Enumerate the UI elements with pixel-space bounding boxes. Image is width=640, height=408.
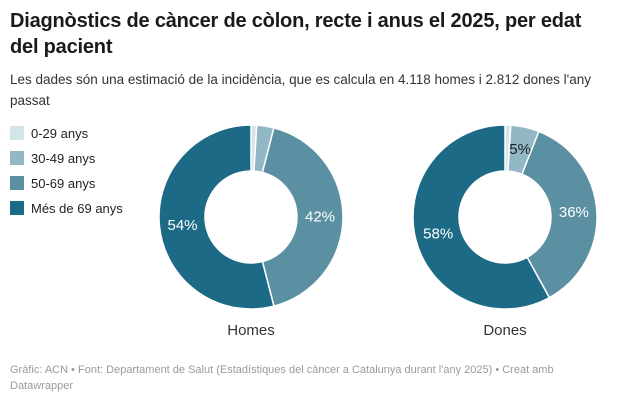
pie-slice-més-de-69-anys[interactable]	[158, 123, 275, 310]
legend-label: 30-49 anys	[31, 150, 96, 166]
donut-title-homes: Homes	[227, 321, 275, 339]
legend-label: Més de 69 anys	[31, 200, 123, 216]
legend: 0-29 anys 30-49 anys 50-69 anys Més de 69 a…	[10, 126, 123, 226]
slice-label: 42%	[305, 208, 335, 225]
legend-item: Més de 69 anys	[10, 201, 123, 216]
slice-label: 36%	[559, 204, 589, 221]
chart-title: Diagnòstics de càncer de còlon, recte i …	[10, 10, 582, 59]
legend-swatch	[10, 201, 24, 216]
donut-chart-homes: 42% 54% Homes	[158, 123, 344, 339]
pie-slice-més-de-69-anys[interactable]	[412, 123, 551, 310]
chart-subtitle: Les dades són una estimació de la incidè…	[10, 71, 591, 108]
slice-label: 54%	[167, 217, 197, 234]
donut-svg-homes: 42% 54%	[158, 123, 344, 310]
slice-label: 58%	[423, 225, 453, 242]
donut-title-dones: Dones	[483, 321, 527, 339]
donut-svg-dones: 5% 36% 58%	[412, 123, 598, 310]
legend-item: 30-49 anys	[10, 151, 123, 166]
legend-swatch	[10, 126, 24, 141]
slice-label: 5%	[509, 141, 531, 158]
legend-item: 50-69 anys	[10, 176, 123, 191]
pie-slice-50-69-anys[interactable]	[261, 126, 344, 307]
pie-slice-50-69-anys[interactable]	[520, 130, 598, 299]
chart-area: 0-29 anys 30-49 anys 50-69 anys Més de 69 a…	[10, 118, 630, 348]
legend-label: 0-29 anys	[31, 125, 89, 141]
footer-attribution: Gràfic: ACN • Font: Departament de Salut…	[10, 363, 554, 393]
legend-swatch	[10, 176, 24, 191]
donut-chart-dones: 5% 36% 58% Dones	[412, 123, 598, 339]
legend-swatch	[10, 151, 24, 166]
legend-item: 0-29 anys	[10, 126, 123, 141]
legend-label: 50-69 anys	[31, 175, 96, 191]
